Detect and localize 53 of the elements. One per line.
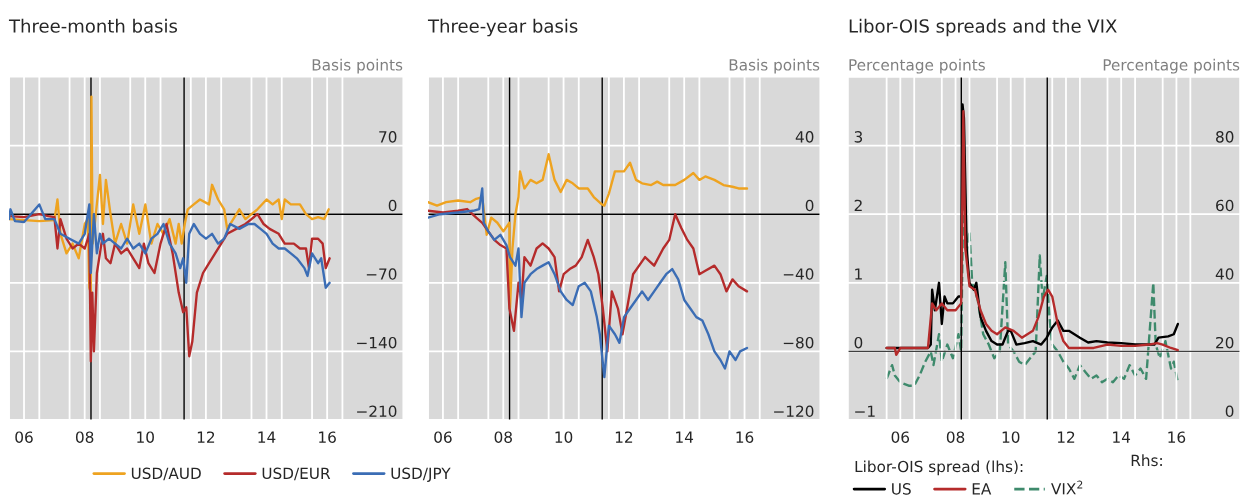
y-axis-title: Basis points: [729, 58, 820, 74]
text: Rhs:: [1131, 454, 1162, 467]
y-tick-label: 2: [854, 199, 862, 212]
y-tick-label: 1: [855, 268, 862, 280]
y-tick-label: 3: [854, 131, 863, 143]
x-tick-label: 14: [258, 431, 276, 443]
x-tick-label: 08: [75, 431, 94, 443]
y-tick-label: −120: [774, 405, 814, 418]
legend-label: USD/AUD: [131, 467, 201, 481]
x-tick-label: 06: [15, 431, 33, 443]
legend-label: US: [892, 483, 911, 495]
x-tick-label: 16: [1168, 431, 1186, 443]
legend-label: USD/JPY: [391, 467, 451, 482]
legend-label: EA: [972, 483, 992, 495]
x-tick-label: 06: [434, 431, 452, 443]
y2-tick-label: 40: [1215, 268, 1234, 280]
y2-tick-label: 80: [1216, 131, 1234, 143]
x-tick-label: 06: [891, 431, 910, 443]
legend-label: USD/EUR: [262, 467, 331, 481]
x-tick-label: 16: [736, 431, 754, 443]
y-tick-label: −70: [366, 268, 397, 280]
y2-tick-label: 0: [1225, 405, 1234, 418]
x-tick-label: 08: [946, 431, 965, 443]
x-tick-label: 12: [197, 431, 215, 443]
legend-title: Libor-OIS spread (lhs):: [855, 460, 1023, 476]
y-tick-label: −210: [357, 405, 397, 418]
y-tick-label: −80: [783, 336, 814, 349]
y-tick-label: 40: [795, 131, 814, 143]
y-tick-label: −140: [357, 336, 397, 349]
y-axis-title: Basis points: [312, 58, 403, 74]
x-tick-label: 12: [615, 431, 633, 443]
x-tick-label: 16: [319, 431, 336, 443]
x-tick-label: 10: [1002, 431, 1020, 443]
legend-label: VIX$^{2}$: [1051, 480, 1083, 495]
y-tick-label: 70: [379, 131, 397, 143]
x-tick-label: 10: [555, 431, 573, 443]
chart-title: Libor-OIS spreads and the VIX: [849, 18, 1117, 37]
y2-tick-label: 60: [1216, 199, 1234, 212]
x-tick-label: 14: [1113, 431, 1131, 443]
y2-tick-label: 20: [1216, 336, 1234, 349]
y2-axis-title: Percentage points: [1103, 58, 1240, 74]
y-tick-label: 0: [805, 199, 814, 212]
y-tick-label: 0: [388, 199, 397, 212]
x-tick-label: 08: [494, 431, 512, 443]
y-axis-title: Percentage points: [849, 58, 985, 74]
x-tick-label: 12: [1057, 431, 1075, 443]
y-tick-label: 0: [854, 336, 863, 349]
y-tick-label: −1: [855, 405, 875, 417]
chart-title: Three-year basis: [427, 18, 578, 37]
x-tick-label: 10: [137, 431, 154, 443]
x-tick-label: 14: [676, 431, 694, 443]
chart-title: Three-month basis: [8, 18, 178, 33]
y-tick-label: −40: [783, 268, 814, 280]
